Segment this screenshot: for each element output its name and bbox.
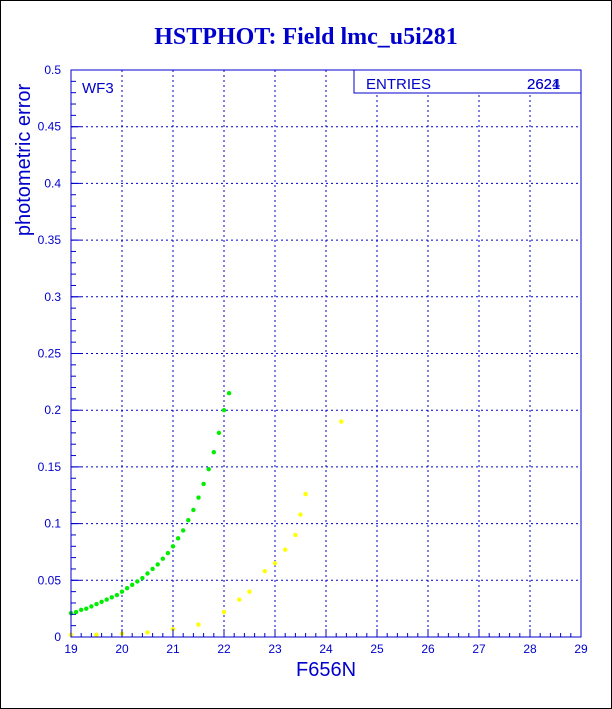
data-point	[293, 532, 298, 538]
y-tick-label: 0.2	[44, 403, 61, 417]
data-point	[196, 495, 201, 500]
data-point	[206, 466, 211, 472]
stats-box	[353, 69, 582, 94]
data-point	[73, 609, 79, 615]
data-point	[221, 609, 227, 615]
y-tick-label: 0.15	[38, 460, 62, 474]
y-tick-label: 0.35	[38, 233, 62, 247]
x-tick-label: 23	[268, 642, 282, 656]
data-point	[135, 579, 140, 584]
x-tick-label: 25	[370, 642, 384, 656]
data-point	[196, 622, 201, 627]
plot-area	[70, 69, 582, 638]
data-point	[140, 575, 145, 581]
data-point	[155, 562, 160, 567]
data-point	[272, 561, 278, 566]
data-point	[237, 597, 242, 602]
data-point	[247, 589, 252, 594]
y-tick-label: 0.45	[38, 120, 62, 134]
y-tick-label: 0	[54, 630, 61, 644]
data-point	[114, 592, 120, 598]
y-tick-label: 0.1	[44, 517, 61, 531]
data-point	[201, 481, 206, 487]
x-tick-label: 21	[166, 642, 180, 656]
data-point	[262, 569, 267, 574]
chart-title: HSTPHOT: Field lmc_u5i281	[154, 24, 458, 50]
stats-value-b: 2621	[527, 76, 560, 93]
data-point	[150, 566, 155, 572]
x-tick-label: 26	[421, 642, 435, 656]
data-point	[124, 586, 130, 591]
panel-label: WF3	[82, 80, 114, 97]
data-point	[89, 604, 94, 609]
data-point	[99, 599, 104, 605]
data-point	[226, 390, 232, 396]
data-point	[84, 606, 89, 611]
data-points	[68, 390, 344, 637]
data-point	[160, 556, 165, 561]
y-tick-label: 0.05	[38, 573, 62, 587]
data-point	[298, 512, 303, 517]
data-point	[79, 607, 84, 612]
data-point	[181, 528, 186, 533]
data-point	[165, 550, 171, 556]
data-point	[175, 536, 181, 541]
x-axis-label: F656N	[296, 659, 356, 681]
stats-label: ENTRIES	[366, 76, 431, 93]
data-point	[211, 449, 216, 455]
data-point	[170, 544, 176, 549]
data-point	[94, 601, 99, 607]
x-tick-label: 28	[523, 642, 537, 656]
data-point	[145, 571, 150, 576]
y-tick-label: 0.25	[38, 347, 62, 361]
y-tick-label: 0.4	[44, 176, 61, 190]
x-tick-label: 27	[472, 642, 486, 656]
data-point	[130, 582, 135, 588]
grid-lines	[70, 69, 582, 638]
data-point	[109, 595, 115, 600]
x-tick-label: 29	[574, 642, 588, 656]
data-point	[94, 632, 99, 637]
data-point	[216, 430, 222, 436]
data-point	[283, 547, 288, 552]
data-point	[145, 630, 150, 635]
x-tick-label: 20	[115, 642, 129, 656]
data-point	[191, 507, 196, 513]
y-tick-label: 0.5	[44, 63, 61, 77]
data-point	[303, 491, 308, 497]
data-point	[119, 589, 125, 594]
axis-ticks: 19 20 21 22 23 24 25 26 27 28 29 0 0.05 0.1 0.15 0.2 0.2…	[38, 63, 588, 656]
data-point	[104, 597, 109, 602]
stats-value-a: 2624	[527, 76, 560, 93]
x-tick-label: 24	[319, 642, 333, 656]
data-point	[339, 419, 344, 424]
x-tick-label: 19	[64, 642, 78, 656]
x-tick-label: 22	[217, 642, 231, 656]
y-tick-label: 0.3	[44, 290, 61, 304]
data-point	[186, 517, 191, 523]
data-point	[221, 408, 227, 413]
y-axis-label: photometric error	[13, 84, 35, 237]
